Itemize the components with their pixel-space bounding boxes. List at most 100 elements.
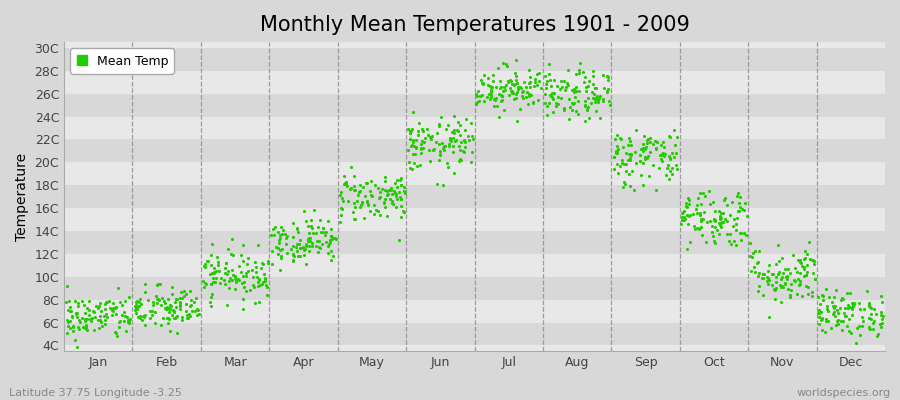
Point <box>148 293 163 300</box>
Point <box>716 197 731 204</box>
Point <box>545 96 560 102</box>
Point <box>709 227 724 234</box>
Point <box>845 300 859 306</box>
Point <box>513 84 527 90</box>
Point <box>236 306 250 312</box>
Point <box>623 138 637 144</box>
Point <box>544 90 559 96</box>
Point <box>206 275 220 282</box>
Point <box>325 234 339 241</box>
Point <box>609 132 624 138</box>
Point <box>189 306 203 312</box>
Point <box>842 328 856 334</box>
Point <box>774 298 788 305</box>
Point <box>441 164 455 170</box>
Point <box>670 166 684 172</box>
Point <box>290 248 304 254</box>
Point <box>485 71 500 78</box>
Point <box>94 308 108 314</box>
Point <box>226 251 240 258</box>
Point <box>718 195 733 202</box>
Point <box>635 141 650 147</box>
Point <box>798 272 813 279</box>
Point <box>799 283 814 289</box>
Point <box>377 196 392 202</box>
Point <box>806 292 820 299</box>
Point <box>554 94 568 101</box>
Point <box>599 88 614 94</box>
Point <box>862 315 877 321</box>
Point <box>812 307 826 314</box>
Point <box>558 87 572 94</box>
Point <box>676 214 690 220</box>
Bar <box>64 346 885 351</box>
Point <box>274 232 288 238</box>
Point <box>609 142 624 149</box>
Point <box>495 92 509 99</box>
Point <box>706 199 720 205</box>
Bar <box>64 116 885 139</box>
Point <box>748 248 762 255</box>
Point <box>265 248 279 254</box>
Point <box>306 230 320 236</box>
Point <box>78 322 93 329</box>
Point <box>446 135 460 142</box>
Point <box>572 67 586 73</box>
Point <box>410 163 424 170</box>
Point <box>441 142 455 149</box>
Point <box>106 308 121 314</box>
Point <box>837 310 851 316</box>
Point <box>129 303 143 309</box>
Point <box>796 256 811 262</box>
Point <box>814 309 828 316</box>
Point <box>176 314 190 320</box>
Point <box>640 140 654 147</box>
Point <box>522 80 536 86</box>
Point <box>619 150 634 156</box>
Point <box>698 193 712 200</box>
Point <box>380 187 394 194</box>
Point <box>108 305 122 312</box>
Point <box>390 184 404 190</box>
Point <box>129 304 143 311</box>
Point <box>211 262 225 268</box>
Point <box>487 96 501 102</box>
Point <box>504 88 518 94</box>
Point <box>635 148 650 154</box>
Point <box>361 202 375 209</box>
Point <box>836 318 850 324</box>
Point <box>260 258 274 264</box>
Point <box>280 233 294 240</box>
Point <box>551 94 565 100</box>
Point <box>397 188 411 195</box>
Point <box>586 73 600 80</box>
Point <box>164 302 178 309</box>
Point <box>228 274 242 281</box>
Point <box>609 148 624 154</box>
Point <box>184 302 199 308</box>
Point <box>864 316 878 322</box>
Point <box>454 156 468 163</box>
Point <box>681 213 696 219</box>
Point <box>133 313 148 319</box>
Point <box>560 80 574 86</box>
Point <box>378 178 392 185</box>
Point <box>596 98 610 105</box>
Point <box>733 204 747 210</box>
Point <box>404 128 419 135</box>
Point <box>642 173 656 179</box>
Point <box>173 306 187 312</box>
Point <box>778 274 793 280</box>
Point <box>608 136 622 143</box>
Point <box>168 296 183 302</box>
Point <box>130 306 144 312</box>
Point <box>93 300 107 306</box>
Point <box>830 318 844 324</box>
Point <box>200 257 214 264</box>
Point <box>675 210 689 216</box>
Point <box>412 162 427 168</box>
Point <box>62 324 77 331</box>
Point <box>510 89 525 95</box>
Point <box>655 150 670 156</box>
Point <box>812 314 826 321</box>
